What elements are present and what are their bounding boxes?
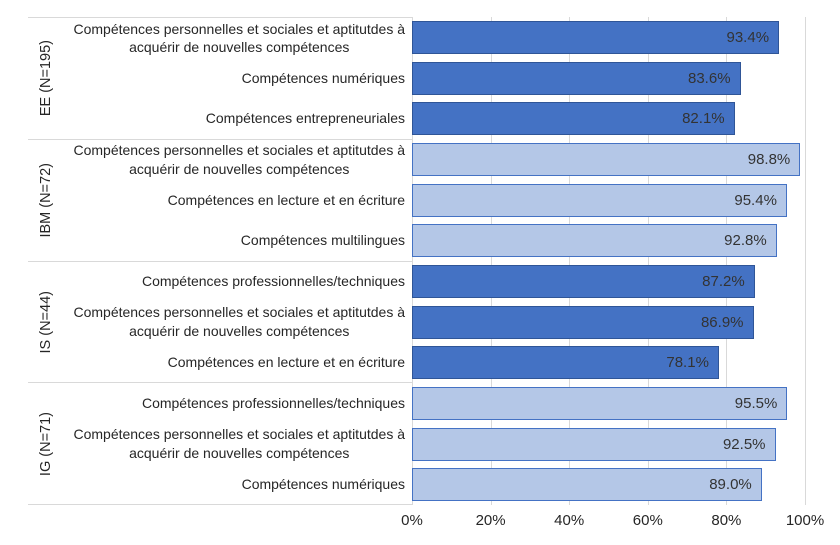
gridline (569, 17, 571, 505)
bar: 95.5% (412, 386, 788, 420)
bar-value-label: 86.9% (700, 313, 744, 331)
bar: 92.5% (412, 427, 776, 461)
category-label: Compétences personnelles et sociales et … (73, 20, 405, 56)
bar-row: 92.8% (412, 220, 805, 261)
category-label: Compétences multilingues (240, 232, 405, 249)
bar-row: 83.6% (412, 58, 805, 99)
bar-value-label: 92.8% (724, 232, 767, 250)
category-row: Compétences personnelles et sociales et … (28, 140, 412, 180)
x-axis-tick-label: 20% (475, 512, 506, 529)
group-block: EE (N=195) Compétences personnelles et so… (28, 17, 412, 139)
bar-value-label: 78.1% (666, 354, 709, 372)
gridlines (412, 17, 806, 505)
bar: 83.6% (412, 61, 741, 95)
category-row: Compétences professionnelles/techniques (28, 262, 412, 302)
group-block: IBM (N=72) Compétences personnelles et so… (28, 138, 412, 261)
group-label: IBM (N=72) (34, 140, 58, 261)
bar: 89.0% (412, 468, 762, 502)
category-label: Compétences personnelles et sociales et … (73, 142, 405, 177)
category-row: Compétences numériques (28, 464, 412, 504)
category-labels: Compétences personnelles et sociales et … (28, 140, 412, 261)
gridline (490, 17, 492, 505)
category-axis: EE (N=195) Compétences personnelles et so… (0, 17, 412, 505)
group-label-text: IBM (N=72) (38, 162, 54, 238)
group-label-text: IG (N=71) (38, 411, 54, 476)
bar-value-label: 95.4% (734, 191, 777, 209)
category-row: Compétences multilingues (28, 220, 412, 260)
bar-value-label: 93.4% (726, 28, 770, 46)
category-label: Compétences entrepreneuriales (205, 110, 405, 127)
category-label: Compétences personnelles et sociales et … (73, 426, 405, 461)
category-row: Compétences en lecture et en écriture (28, 342, 412, 382)
x-axis-tick-label: 100% (785, 512, 825, 529)
bar: 93.4% (412, 20, 780, 54)
bar-row: 95.4% (412, 180, 805, 221)
bar: 98.8% (412, 142, 801, 176)
category-row: Compétences numériques (28, 58, 412, 98)
category-row: Compétences personnelles et sociales et … (28, 302, 412, 342)
gridline (412, 17, 413, 505)
bar-value-label: 83.6% (688, 69, 731, 87)
category-label: Compétences numériques (241, 70, 405, 87)
bar-row: 87.2% (412, 261, 805, 302)
bar-row: 86.9% (412, 302, 805, 343)
bar-value-label: 92.5% (722, 435, 766, 453)
bar: 86.9% (412, 305, 754, 339)
category-row: Compétences personnelles et sociales et … (28, 18, 412, 58)
group-label-text: IS (N=44) (38, 290, 54, 354)
category-labels: Compétences professionnelles/techniques C… (28, 262, 412, 383)
bar-row: 92.5% (412, 424, 805, 465)
bar-row: 82.1% (412, 98, 805, 139)
bar-value-label: 98.8% (747, 150, 791, 168)
category-row: Compétences entrepreneuriales (28, 99, 412, 139)
group-label-text: EE (N=195) (38, 40, 54, 117)
category-labels: Compétences personnelles et sociales et … (28, 18, 412, 139)
group-label: IG (N=71) (34, 383, 58, 504)
x-axis-tick-label: 0% (401, 512, 423, 529)
gridline (726, 17, 728, 505)
bar-value-label: 89.0% (709, 476, 752, 494)
group-block: IG (N=71) Compétences professionnelles/te… (28, 382, 412, 505)
x-axis-tick-label: 40% (554, 512, 585, 529)
group-block: IS (N=44) Compétences professionnelles/te… (28, 260, 412, 383)
bar-row: 98.8% (412, 139, 805, 180)
gridline (805, 17, 806, 505)
category-label: Compétences numériques (241, 475, 405, 492)
bar: 92.8% (412, 224, 777, 258)
category-label: Compétences professionnelles/techniques (141, 273, 405, 290)
x-axis-tick-label: 80% (711, 512, 742, 529)
category-label: Compétences en lecture et en écriture (167, 191, 405, 208)
category-label: Compétences en lecture et en écriture (167, 353, 405, 370)
category-labels: Compétences professionnelles/techniques C… (28, 383, 412, 504)
category-row: Compétences en lecture et en écriture (28, 180, 412, 220)
bar-rows: 93.4% 83.6% 82.1% 98.8% 95.4% 92.8% 87.2% 86.9%… (412, 17, 805, 505)
category-label: Compétences professionnelles/techniques (141, 395, 405, 412)
x-axis-tick-label: 60% (632, 512, 663, 529)
bar: 78.1% (412, 346, 719, 380)
x-axis: 0% 20% 40% 60% 80% 100% (401, 512, 824, 534)
group-label: IS (N=44) (34, 262, 58, 383)
bar: 95.4% (412, 183, 787, 217)
bar-value-label: 95.5% (734, 394, 778, 412)
bar: 87.2% (412, 264, 755, 298)
category-label: Compétences personnelles et sociales et … (73, 304, 405, 339)
category-row: Compétences personnelles et sociales et … (28, 424, 412, 464)
bar-value-label: 87.2% (702, 272, 745, 290)
category-row: Compétences professionnelles/techniques (28, 383, 412, 423)
bar-row: 89.0% (412, 464, 805, 505)
group-label: EE (N=195) (34, 18, 58, 139)
gridline (647, 17, 649, 505)
bar-row: 93.4% (412, 17, 805, 58)
bar-row: 95.5% (412, 383, 805, 424)
bar: 82.1% (412, 102, 735, 136)
plot-area: 93.4% 83.6% 82.1% 98.8% 95.4% 92.8% 87.2% 86.9%… (412, 17, 806, 505)
bar-row: 78.1% (412, 342, 805, 383)
bar-value-label: 82.1% (682, 110, 725, 128)
